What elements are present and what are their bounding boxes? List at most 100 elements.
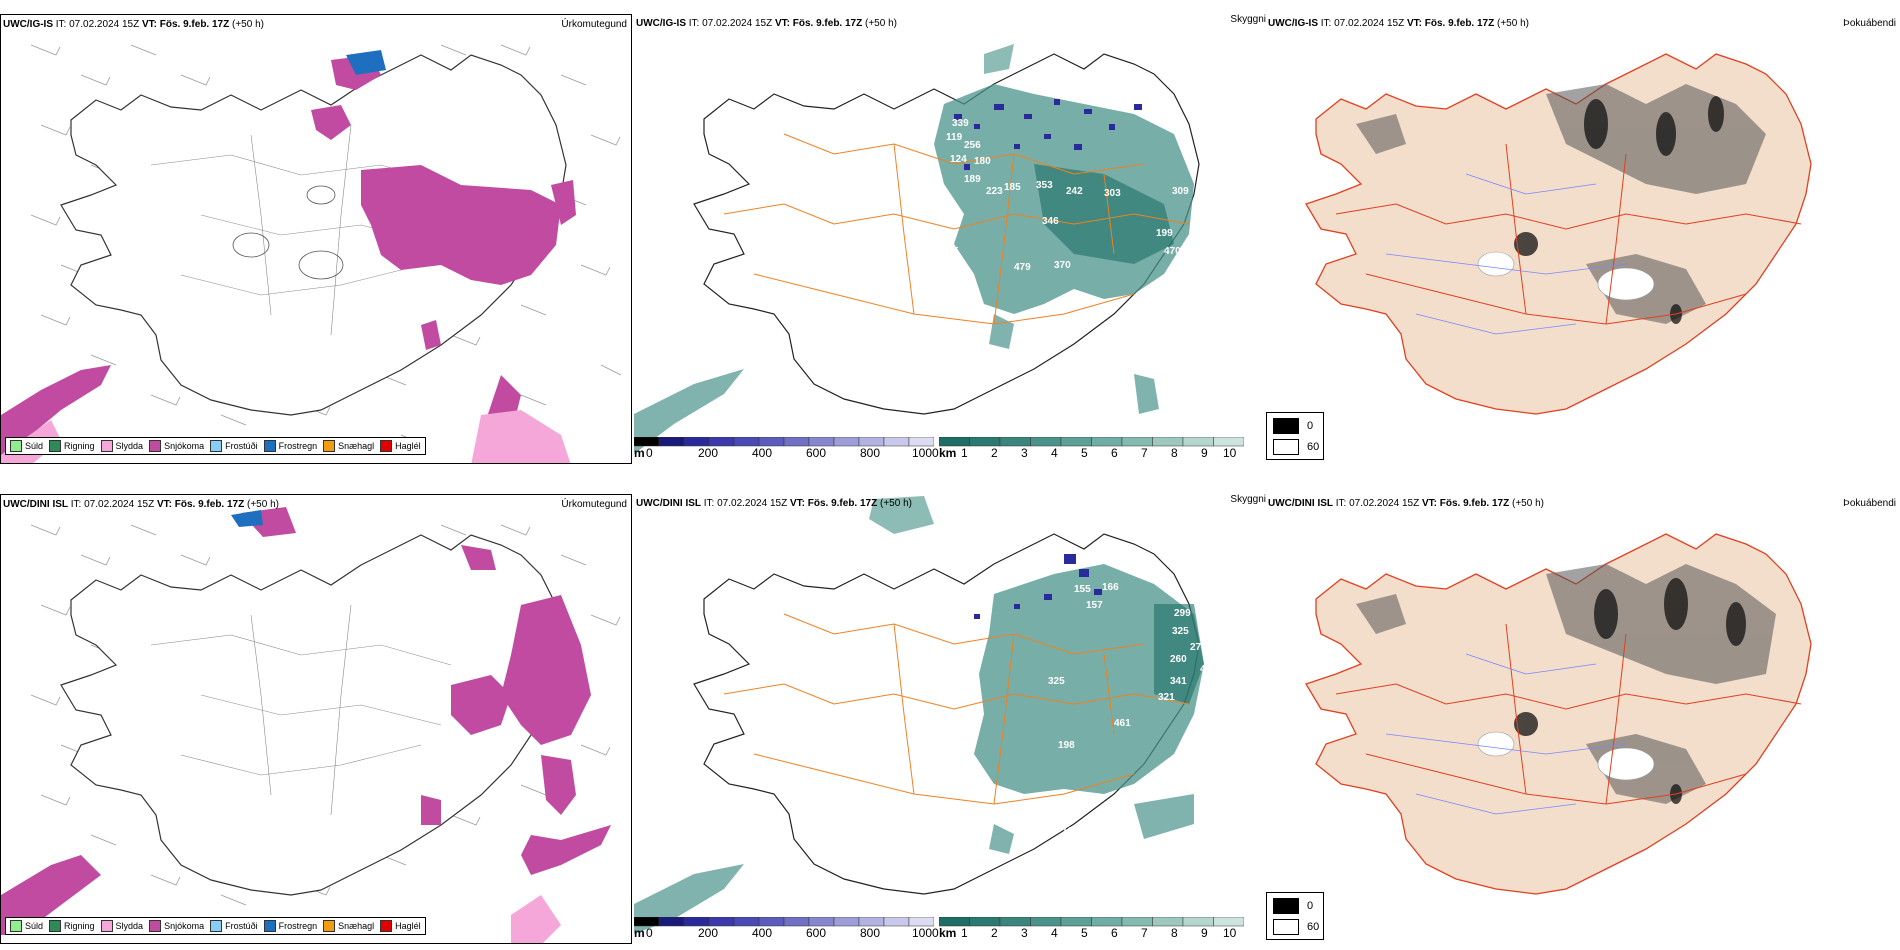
legend-item-slydda: Slydda (100, 440, 143, 452)
colorbar-cell (1182, 437, 1214, 447)
ceiling-label: 47 (1200, 664, 1212, 675)
ceiling-tick: 1000 (912, 446, 939, 460)
colorbar-cell (1121, 437, 1153, 447)
colorbar-cell (683, 917, 710, 927)
colorbar-cell (833, 917, 860, 927)
visibility-tick: 4 (1051, 926, 1058, 940)
visibility-panel-name-row1: Skyggni (1230, 14, 1266, 25)
ceiling-label: 370 (1054, 260, 1071, 271)
fog-title-row1: UWC/IG-IS IT: 07.02.2024 15Z VT: Fös. 9.… (1268, 18, 1529, 29)
legend-item-snaehagl: Snæhagl (323, 920, 374, 932)
colorbar-cell (833, 437, 860, 447)
colorbar-cell (634, 437, 660, 447)
colorbar-cell (808, 917, 835, 927)
ceiling-label: 206 (946, 712, 963, 723)
ceiling-tick: 600 (806, 446, 827, 460)
precip-panel-row1: UWC/IG-IS IT: 07.02.2024 15Z VT: Fös. 9.… (0, 14, 632, 464)
ceiling-label: 135 (942, 246, 959, 257)
colorbar-cell (1091, 437, 1123, 447)
ceiling-label: 299 (1174, 608, 1191, 619)
ceiling-label: 180 (974, 156, 991, 167)
legend-item-haglel: Haglél (380, 440, 421, 452)
fog-map-row1 (1305, 53, 1812, 415)
visibility-tick: 9 (1201, 926, 1208, 940)
ceiling-label: 339 (952, 118, 969, 129)
precip-panel-name-row1: Úrkomutegund (561, 19, 627, 30)
colorbar-cell (758, 917, 785, 927)
visibility-tick: 5 (1081, 446, 1088, 460)
ceiling-bar-svg (634, 917, 934, 927)
ceiling-label: 479 (1014, 262, 1031, 273)
legend-item-snjokoma: Snjókoma (149, 440, 204, 452)
ceiling-label: 165 (1062, 826, 1079, 837)
ceiling-colorbar-row1: m 0 200 400 600 800 1000 (634, 437, 939, 463)
colorbar-cell (808, 437, 835, 447)
ceiling-label: 185 (1004, 182, 1021, 193)
colorbar-cell (1030, 917, 1062, 927)
colorbar-cell (758, 437, 785, 447)
colorbar-cell (733, 437, 760, 447)
legend-item-rigning: Rigning (49, 920, 95, 932)
colorbar-cell (783, 917, 810, 927)
visibility-tick: 7 (1141, 926, 1148, 940)
ceiling-label: 260 (1170, 654, 1187, 665)
visibility-panel-row1: 339 256 119 124 180 189 223 185 353 242 … (634, 14, 1266, 464)
visibility-tick: 7 (1141, 446, 1148, 460)
legend-item-snjokoma: Snjókoma (149, 920, 204, 932)
fog-title-row2: UWC/DINI ISL IT: 07.02.2024 15Z VT: Fös.… (1268, 498, 1544, 509)
legend-item-frostudi: Frostúði (210, 920, 258, 932)
colorbar-cell (908, 917, 934, 927)
fog-legend-row1: 0 60 (1266, 412, 1324, 460)
fog-panel-name-row2: Þokuábendi (1843, 498, 1896, 509)
legend-item-rigning: Rigning (49, 440, 95, 452)
visibility-tick: 1 (961, 446, 968, 460)
ceiling-label: 461 (1114, 718, 1131, 729)
colorbar-cell (858, 437, 885, 447)
visibility-tick: 5 (1081, 926, 1088, 940)
legend-item-frostregn: Frostregn (263, 920, 317, 932)
colorbar-cell (708, 437, 735, 447)
ceiling-tick: 1000 (912, 926, 939, 940)
visibility-unit: km (939, 446, 957, 460)
fog-map-row2 (1305, 533, 1812, 895)
ceiling-label: 346 (1042, 216, 1059, 227)
visibility-unit: km (939, 926, 957, 940)
visibility-tick: 10 (1223, 446, 1237, 460)
colorbar-cell (858, 917, 885, 927)
ceiling-tick: 800 (860, 926, 881, 940)
ceiling-label: 325 (1172, 626, 1189, 637)
legend-item-haglel: Haglél (380, 920, 421, 932)
fog-legend-item: 0 (1273, 898, 1313, 914)
colorbar-cell (658, 917, 685, 927)
fog-legend-item: 60 (1273, 439, 1319, 455)
ceiling-label: 353 (1036, 180, 1053, 191)
colorbar-cell (708, 917, 735, 927)
colorbar-cell (1213, 437, 1244, 447)
ceiling-bar-svg (634, 437, 934, 447)
visibility-bar-svg (939, 437, 1244, 447)
visibility-tick: 10 (1223, 926, 1237, 940)
fog-legend-row2: 0 60 (1266, 892, 1324, 940)
colorbar-cell (1060, 917, 1092, 927)
legend-item-frostudi: Frostúði (210, 440, 258, 452)
visibility-tick: 8 (1171, 446, 1178, 460)
colorbar-cell (1182, 917, 1214, 927)
ceiling-unit: m (634, 446, 645, 460)
ceiling-tick: 400 (752, 446, 773, 460)
ceiling-label: 385 (1056, 328, 1073, 339)
colorbar-cell (1213, 917, 1244, 927)
colorbar-cell (883, 437, 910, 447)
ceiling-label: 341 (1170, 676, 1187, 687)
visibility-panel-row2: 155 166 157 299 325 277 260 341 321 206 … (634, 494, 1266, 944)
precip-panel-name-row2: Úrkomutegund (561, 499, 627, 510)
ceiling-label: 157 (1086, 600, 1103, 611)
ceiling-tick: 800 (860, 446, 881, 460)
precip-title-row1: UWC/IG-IS IT: 07.02.2024 15Z VT: Fös. 9.… (3, 19, 264, 30)
ceiling-label: 199 (1156, 228, 1173, 239)
ceiling-label: 325 (1048, 676, 1065, 687)
ceiling-label: 277 (1190, 642, 1207, 653)
colorbar-cell (1152, 437, 1184, 447)
colorbar-cell (733, 917, 760, 927)
visibility-map-row1: 339 256 119 124 180 189 223 185 353 242 … (634, 44, 1200, 454)
visibility-title-row1: UWC/IG-IS IT: 07.02.2024 15Z VT: Fös. 9.… (636, 18, 897, 29)
